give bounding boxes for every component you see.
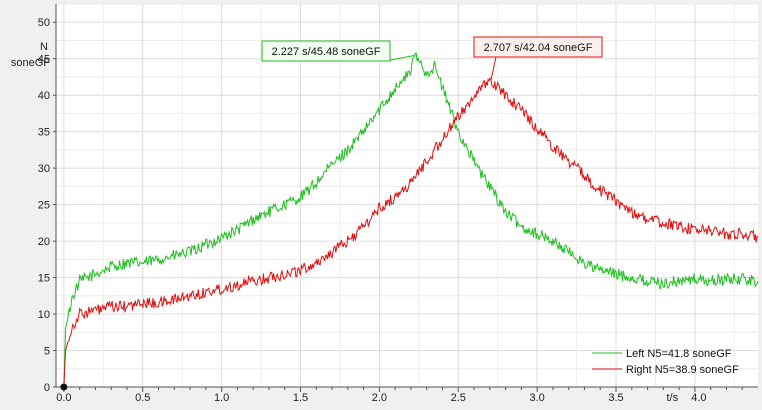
y-tick-label: 25 xyxy=(38,200,50,212)
annotation-label: 2.227 s/45.48 soneGF xyxy=(272,46,381,58)
annotation-label: 2.707 s/42.04 soneGF xyxy=(484,42,593,54)
y-tick-label: 10 xyxy=(38,309,50,321)
y-tick-label: 50 xyxy=(38,17,50,29)
plot-area xyxy=(56,4,758,387)
legend-entry: Right N5=38.9 soneGF xyxy=(626,364,739,376)
x-tick-label: 1.0 xyxy=(214,392,229,404)
y-tick-label: 5 xyxy=(44,346,50,358)
x-tick-label: 3.0 xyxy=(529,392,544,404)
x-tick-label: 1.5 xyxy=(293,392,308,404)
y-tick-label: 35 xyxy=(38,127,50,139)
y-tick-label: 20 xyxy=(38,236,50,248)
x-axis-label: t/s xyxy=(667,392,679,404)
y-tick-label: 30 xyxy=(38,163,50,175)
x-tick-label: 2.0 xyxy=(372,392,387,404)
y-axis-label-line1: N xyxy=(40,41,48,53)
y-tick-label: 0 xyxy=(44,382,50,394)
x-tick-label: 2.5 xyxy=(451,392,466,404)
x-tick-label: 0.0 xyxy=(56,392,71,404)
x-tick-label: 3.5 xyxy=(608,392,623,404)
x-tick-label: 4.0 xyxy=(691,392,706,404)
legend-entry: Left N5=41.8 soneGF xyxy=(626,348,732,360)
origin-marker xyxy=(60,384,67,391)
x-tick-label: 0.5 xyxy=(135,392,150,404)
y-axis-label-line2: soneGF xyxy=(11,57,50,69)
y-tick-label: 15 xyxy=(38,273,50,285)
y-tick-label: 40 xyxy=(38,90,50,102)
